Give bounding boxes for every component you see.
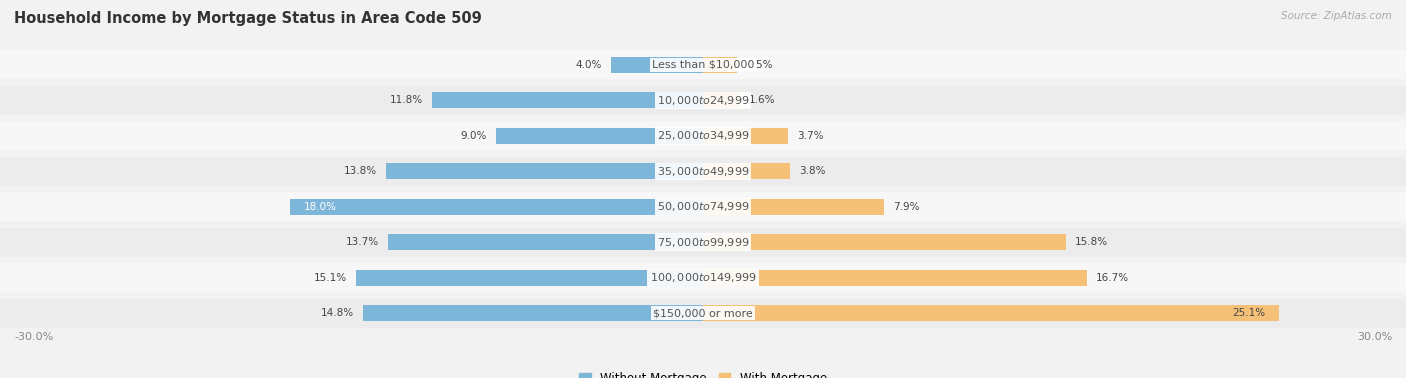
Text: $10,000 to $24,999: $10,000 to $24,999 (657, 94, 749, 107)
Text: 30.0%: 30.0% (1357, 332, 1392, 342)
Bar (0, 299, 1406, 328)
Text: 11.8%: 11.8% (389, 95, 423, 105)
Bar (703, 163, 790, 179)
Bar (0, 228, 1406, 257)
Bar (0, 192, 1406, 221)
Text: Source: ZipAtlas.com: Source: ZipAtlas.com (1281, 11, 1392, 21)
Bar (703, 199, 884, 215)
Text: 3.8%: 3.8% (800, 166, 825, 176)
Bar (432, 92, 703, 108)
Text: 25.1%: 25.1% (1233, 308, 1265, 318)
Bar (0, 121, 1406, 150)
Text: 1.6%: 1.6% (749, 95, 776, 105)
Bar (612, 57, 703, 73)
Text: 14.8%: 14.8% (321, 308, 354, 318)
Bar (0, 86, 1406, 115)
Text: 9.0%: 9.0% (461, 131, 486, 141)
Text: $25,000 to $34,999: $25,000 to $34,999 (657, 129, 749, 142)
Text: $100,000 to $149,999: $100,000 to $149,999 (650, 271, 756, 284)
Bar (703, 128, 787, 144)
Bar (0, 157, 1406, 186)
Text: 13.8%: 13.8% (344, 166, 377, 176)
Bar (703, 57, 738, 73)
Bar (703, 305, 1279, 321)
Bar (703, 234, 1066, 250)
Bar (496, 128, 703, 144)
Text: $75,000 to $99,999: $75,000 to $99,999 (657, 236, 749, 249)
Text: 15.8%: 15.8% (1076, 237, 1108, 247)
Text: Household Income by Mortgage Status in Area Code 509: Household Income by Mortgage Status in A… (14, 11, 482, 26)
Bar (0, 263, 1406, 292)
Text: 18.0%: 18.0% (304, 202, 336, 212)
Bar (703, 92, 740, 108)
Bar (387, 163, 703, 179)
Bar (363, 305, 703, 321)
Text: $35,000 to $49,999: $35,000 to $49,999 (657, 165, 749, 178)
Text: 3.7%: 3.7% (797, 131, 824, 141)
Text: 15.1%: 15.1% (314, 273, 347, 283)
Bar (703, 270, 1087, 286)
Bar (290, 199, 703, 215)
Text: 1.5%: 1.5% (747, 60, 773, 70)
Text: 7.9%: 7.9% (894, 202, 920, 212)
Text: Less than $10,000: Less than $10,000 (652, 60, 754, 70)
Text: -30.0%: -30.0% (14, 332, 53, 342)
Text: $150,000 or more: $150,000 or more (654, 308, 752, 318)
Bar (388, 234, 703, 250)
Bar (0, 50, 1406, 79)
Text: $50,000 to $74,999: $50,000 to $74,999 (657, 200, 749, 213)
Text: 13.7%: 13.7% (346, 237, 380, 247)
Legend: Without Mortgage, With Mortgage: Without Mortgage, With Mortgage (574, 367, 832, 378)
Bar (356, 270, 703, 286)
Text: 16.7%: 16.7% (1095, 273, 1129, 283)
Text: 4.0%: 4.0% (575, 60, 602, 70)
